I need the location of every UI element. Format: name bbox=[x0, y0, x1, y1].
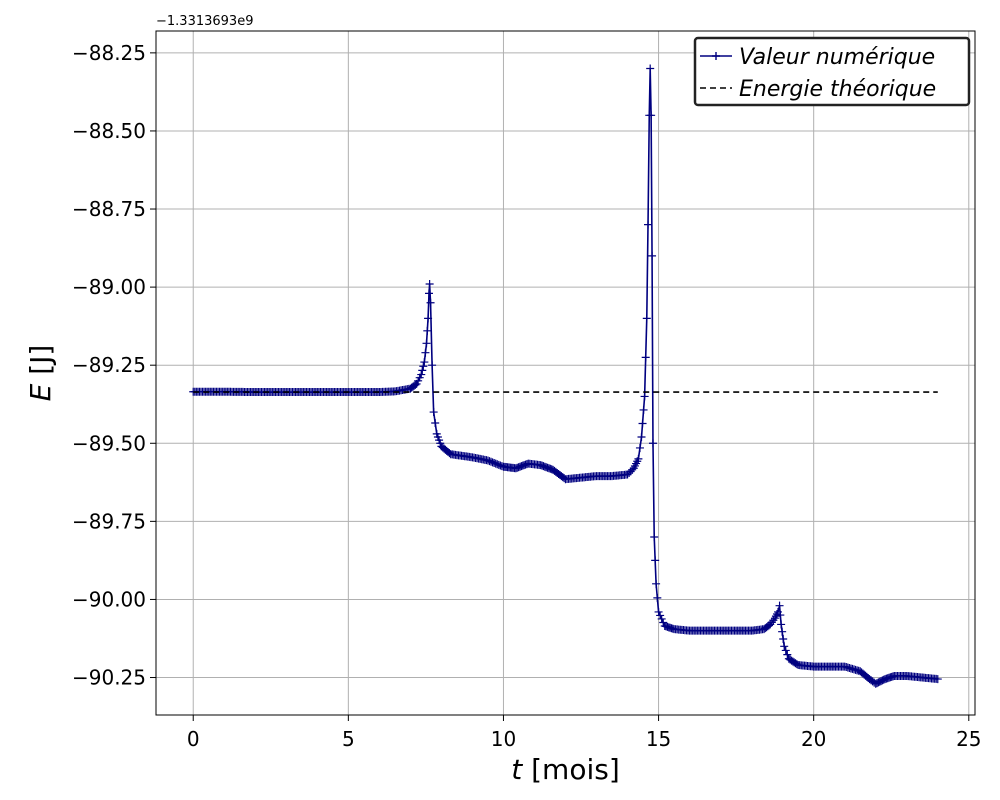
y-tick-label: −90.00 bbox=[72, 587, 146, 611]
y-offset-text: −1.3313693e9 bbox=[156, 14, 253, 29]
data-point-marker bbox=[634, 454, 643, 463]
data-point-marker bbox=[640, 392, 649, 401]
ticks: 0 5 10 15 20 25 −88.25 −88.50 −88.75 −89.00 −89.25… bbox=[72, 41, 982, 751]
data-point-marker bbox=[657, 614, 666, 623]
x-axis-unit: [mois] bbox=[522, 753, 620, 786]
y-tick-label: −89.00 bbox=[72, 275, 146, 299]
data-point-marker bbox=[775, 601, 784, 610]
legend-label-numeric: Valeur numérique bbox=[739, 45, 935, 70]
data-point-marker bbox=[425, 289, 433, 298]
data-point-marker bbox=[411, 380, 420, 389]
y-tick-label: −89.50 bbox=[72, 431, 146, 455]
y-tick-label: −90.25 bbox=[72, 666, 146, 690]
data-point-marker bbox=[637, 433, 646, 442]
data-point-marker bbox=[641, 353, 650, 362]
data-point-marker bbox=[428, 361, 437, 370]
data-point-marker bbox=[652, 579, 661, 588]
data-point-marker bbox=[635, 443, 644, 452]
x-tick-label: 0 bbox=[187, 727, 200, 751]
data-point-marker bbox=[420, 358, 429, 367]
y-tick-label: −88.50 bbox=[72, 119, 146, 143]
data-point-marker bbox=[783, 650, 792, 659]
data-point-marker bbox=[933, 675, 942, 684]
y-tick-label: −89.25 bbox=[72, 353, 146, 377]
x-tick-label: 15 bbox=[646, 727, 671, 751]
x-tick-label: 20 bbox=[801, 727, 826, 751]
y-tick-label: −89.75 bbox=[72, 509, 146, 533]
series-layer bbox=[189, 64, 942, 688]
data-point-marker bbox=[426, 298, 435, 307]
data-point-marker bbox=[779, 635, 788, 643]
x-tick-label: 25 bbox=[956, 727, 981, 751]
data-point-marker bbox=[780, 642, 789, 651]
legend-marker-numeric bbox=[712, 52, 720, 60]
data-point-marker bbox=[644, 220, 653, 229]
data-point-marker bbox=[417, 370, 426, 379]
data-point-marker bbox=[781, 646, 790, 655]
data-point-marker bbox=[653, 593, 662, 602]
data-point-marker bbox=[419, 362, 428, 371]
data-point-marker bbox=[647, 111, 656, 120]
data-point-marker bbox=[418, 366, 427, 375]
grid bbox=[156, 31, 975, 715]
data-point-marker bbox=[642, 314, 651, 323]
data-point-marker bbox=[778, 627, 787, 636]
x-tick-label: 10 bbox=[491, 727, 516, 751]
data-point-marker bbox=[777, 620, 786, 629]
data-point-marker bbox=[648, 251, 657, 260]
data-point-marker bbox=[431, 418, 440, 427]
legend: Valeur numérique Energie théorique bbox=[693, 36, 971, 107]
data-point-marker bbox=[654, 607, 663, 616]
legend-label-theoretical: Energie théorique bbox=[739, 77, 936, 102]
y-tick-label: −88.75 bbox=[72, 197, 146, 221]
plot-frame bbox=[155, 30, 976, 716]
data-point-marker bbox=[638, 419, 647, 428]
data-point-marker bbox=[425, 279, 434, 288]
data-point-marker bbox=[651, 556, 660, 565]
x-axis-label: t [mois] bbox=[511, 753, 620, 786]
data-point-marker bbox=[656, 611, 665, 620]
y-axis-variable: E bbox=[24, 383, 57, 401]
data-point-marker bbox=[422, 339, 431, 348]
y-axis-unit: [J] bbox=[24, 345, 57, 384]
data-point-marker bbox=[421, 348, 430, 357]
data-point-marker bbox=[776, 611, 785, 620]
legend-box bbox=[693, 36, 971, 107]
y-tick-label: −88.25 bbox=[72, 41, 146, 65]
data-point-marker bbox=[423, 326, 432, 335]
y-axis-label: E [J] bbox=[24, 345, 57, 402]
data-point-marker bbox=[429, 408, 438, 417]
data-point-marker bbox=[639, 405, 648, 414]
x-tick-label: 5 bbox=[342, 727, 355, 751]
data-point-marker bbox=[650, 532, 659, 541]
data-point-marker bbox=[648, 439, 657, 448]
data-point-marker bbox=[646, 64, 655, 73]
data-point-marker bbox=[424, 314, 433, 323]
x-axis-variable: t bbox=[511, 753, 523, 786]
